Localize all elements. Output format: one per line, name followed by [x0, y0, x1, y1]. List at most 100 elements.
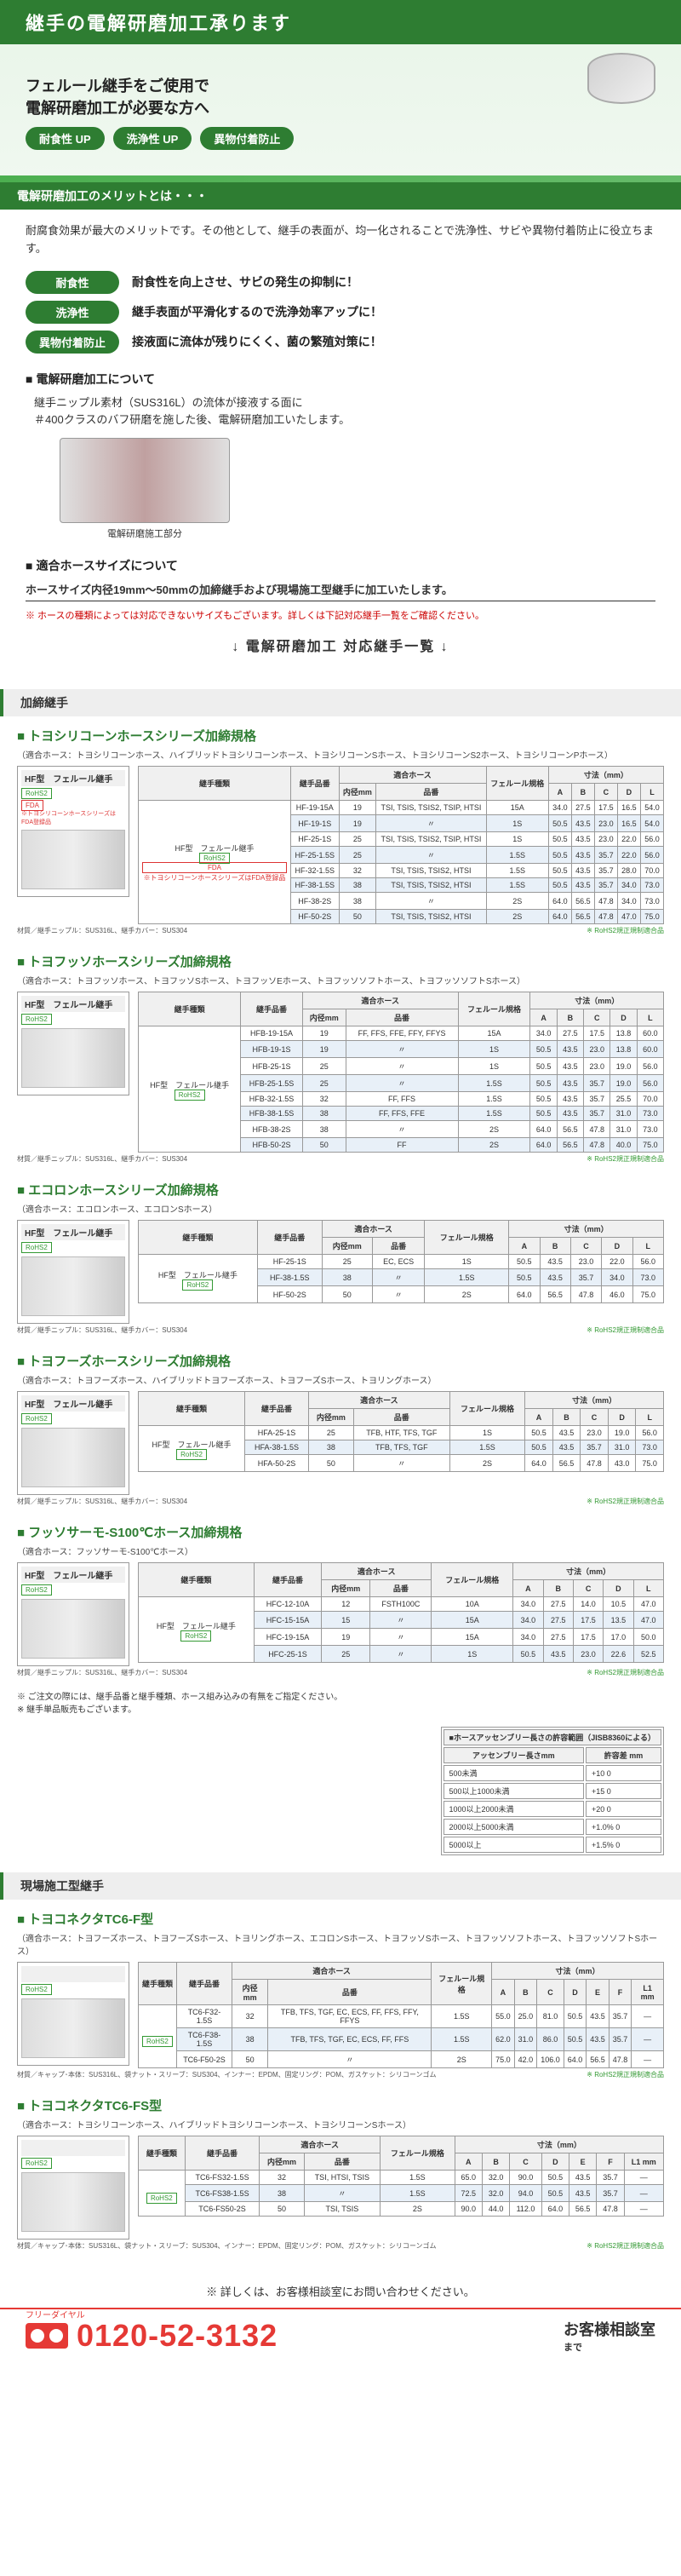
spec-cell: 43.5: [557, 1041, 583, 1058]
spec-cell: 64.0: [530, 1121, 557, 1138]
spec-cell: 25.0: [514, 2005, 537, 2028]
rohs-badge: RoHS2: [21, 1242, 52, 1253]
list-arrow-heading: ↓ 電解研磨加工 対応継手一覧 ↓: [26, 635, 655, 655]
spec-cell: 25: [302, 1058, 346, 1075]
spec-cell: 47.8: [570, 1286, 601, 1303]
spec-cell: 43.5: [557, 1075, 583, 1092]
spec-cell: 23.0: [584, 1058, 610, 1075]
rohs-badge: RoHS2: [21, 2158, 52, 2169]
spec-cell: 56.5: [571, 910, 594, 924]
spec-cell: 17.0: [604, 1629, 633, 1646]
spec-cell: 1S: [432, 1646, 513, 1663]
col-dim-sub: C: [581, 1409, 609, 1426]
merit-desc-3: 接液面に流体が残りにくく、菌の繁殖対策に！: [132, 333, 382, 350]
spec-cell: 19: [322, 1629, 370, 1646]
spec-cell: 75.0: [492, 2051, 515, 2068]
spec-cell: 1S: [458, 1041, 530, 1058]
spec-cell: 25: [322, 1255, 372, 1269]
spec-cell: TFB, TFS, TGF, EC, ECS, FF, FFS, FFY, FF…: [268, 2005, 432, 2028]
spec-cell: 75.0: [640, 910, 663, 924]
rohs-badge: RoHS2: [21, 1584, 52, 1596]
spec-cell: FSTH100C: [370, 1597, 432, 1612]
spec-cell: 38: [339, 893, 376, 910]
col-name: 品番: [268, 1980, 432, 2005]
spec-cell: 31.0: [514, 2028, 537, 2051]
hose-photo: [60, 438, 230, 523]
col-dim-sub: F: [609, 1980, 632, 2005]
col-name: 品番: [376, 784, 486, 801]
phone-number[interactable]: 0120-52-3132: [77, 2318, 278, 2354]
spec-cell: 106.0: [537, 2051, 564, 2068]
spec-cell: 2S: [458, 1121, 530, 1138]
joint-type-cell: HF型 フェルール継手RoHS2: [138, 1255, 257, 1303]
tol-title: ■ホースアッセンブリー長さの許容範囲（JISB8360による）: [444, 1729, 661, 1745]
material-note: 材質／継手ニップル：SUS316L、継手カバー：SUS304※ RoHS2規正規…: [0, 924, 681, 942]
spec-cell: 27.5: [571, 801, 594, 815]
joint-diagram: [21, 1028, 125, 1088]
spec-cell: 47.8: [584, 1121, 610, 1138]
rohs-badge: RoHS2: [21, 788, 52, 799]
joint-diagram: [21, 1256, 125, 1316]
joint-type-cell: HF型 フェルール継手RoHS2: [138, 1426, 244, 1472]
spec-cell: 64.0: [548, 910, 571, 924]
spec-cell: 10.5: [604, 1597, 633, 1612]
spec-table: 継手種類 継手品番 適合ホース フェルール規格 寸法（mm） 内径mm 品番 A…: [138, 992, 664, 1153]
order-note-1: ※ ご注文の際には、継手品番と継手種類、ホース組み込みの有無をご指定ください。: [17, 1693, 342, 1702]
ferrule-photo: [587, 53, 655, 104]
spec-cell: 35.7: [609, 2005, 632, 2028]
spec-cell: 38: [260, 2185, 304, 2202]
spec-cell: 64.0: [541, 2202, 569, 2217]
spec-cell: 56.0: [637, 1075, 663, 1092]
joint-diagram: [21, 830, 125, 889]
spec-cell: EC, ECS: [372, 1255, 425, 1269]
col-dim-sub: D: [602, 1238, 632, 1255]
spec-cell: —: [632, 2051, 664, 2068]
spec-cell: 56.5: [571, 893, 594, 910]
spec-cell: 43.5: [571, 847, 594, 864]
spec-cell: 1.5S: [432, 2028, 492, 2051]
spec-cell: 50.5: [564, 2028, 587, 2051]
col-hose: 適合ホース: [322, 1221, 425, 1238]
col-dim-sub: B: [543, 1580, 573, 1597]
material-note: 材質／継手ニップル：SUS316L、継手カバー：SUS304※ RoHS2規正規…: [0, 1324, 681, 1342]
about-text: 継手ニップル素材（SUS316L）の流体が接液する面に ＃400クラスのバフ研磨…: [34, 394, 655, 430]
spec-cell: —: [624, 2171, 663, 2185]
series-title: トヨシリコーンホースシリーズ加締規格: [0, 716, 681, 748]
col-hose: 適合ホース: [260, 2136, 381, 2153]
pill-corrosion: 耐食性 UP: [26, 127, 105, 150]
spec-cell: 19: [339, 801, 376, 815]
spec-cell: 50.5: [548, 878, 571, 893]
merit-row: 異物付着防止 接液面に流体が残りにくく、菌の繁殖対策に！: [26, 331, 655, 354]
col-joint-type: 継手種類: [138, 1392, 244, 1426]
spec-cell: 23.0: [573, 1646, 603, 1663]
col-joint-type: 継手種類: [138, 1563, 254, 1597]
col-id: 内径mm: [339, 784, 376, 801]
spec-cell: 43.5: [552, 1426, 581, 1440]
col-partno: 継手品番: [245, 1392, 309, 1426]
spec-cell: 56.0: [640, 847, 663, 864]
spec-cell: 35.7: [570, 1269, 601, 1286]
col-dim: 寸法（mm）: [509, 1221, 664, 1238]
spec-cell: 〃: [346, 1075, 458, 1092]
spec-cell: 47.0: [617, 910, 640, 924]
spec-cell: 17.5: [584, 1026, 610, 1041]
spec-cell: 1.5S: [381, 2171, 455, 2185]
spec-cell: 32: [232, 2005, 268, 2028]
spec-table: 継手種類 継手品番 適合ホース フェルール規格 寸法（mm） 内径mm 品番 A…: [138, 1562, 664, 1663]
fda-note: ※トヨシリコーンホースシリーズはFDA登録品: [21, 809, 125, 826]
col-id: 内径mm: [322, 1580, 370, 1597]
spec-cell: 1.5S: [486, 847, 548, 864]
col-ferrule: フェルール規格: [381, 2136, 455, 2171]
col-dim-sub: C: [537, 1980, 564, 2005]
spec-cell: 〃: [268, 2051, 432, 2068]
spec-cell: 28.0: [617, 864, 640, 878]
spec-cell: 73.0: [632, 1269, 663, 1286]
col-name: 品番: [353, 1409, 449, 1426]
spec-cell: 50: [232, 2051, 268, 2068]
size-note: ホースサイズ内径19mm～50mmの加締継手および現場施工型継手に加工いたします…: [26, 581, 655, 601]
spec-cell: 31.0: [610, 1107, 637, 1121]
joint-type-cell: HF型 フェルール継手RoHS2: [138, 1597, 254, 1663]
joint-diagram: [21, 1428, 125, 1487]
merit-row: 耐食性 耐食性を向上させ、サビの発生の抑制に！: [26, 271, 655, 294]
spec-cell: HF-25-1S: [290, 832, 339, 847]
